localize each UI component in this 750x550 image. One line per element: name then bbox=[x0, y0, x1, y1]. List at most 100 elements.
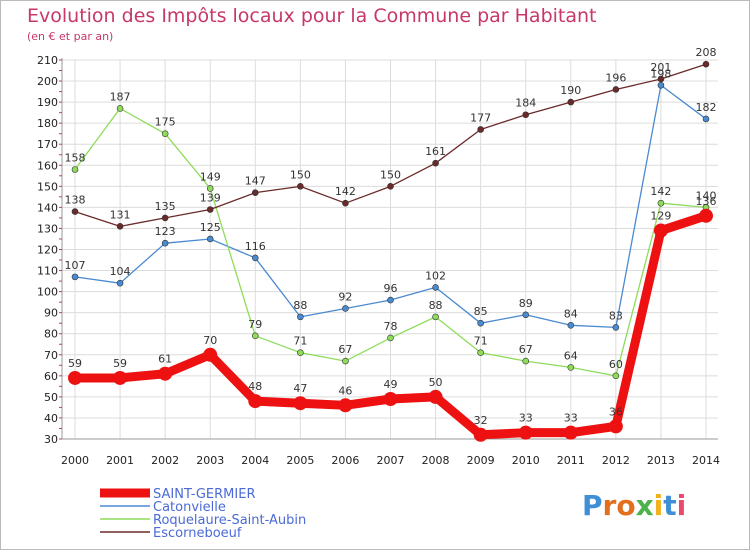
axes: 30 40 50 60 70 80 90 100 110 120 130 140 150 160 170 18… bbox=[37, 54, 720, 467]
chart-title: Evolution des Impôts locaux pour la Comm… bbox=[27, 5, 597, 27]
data-label-catonvielle-2000: 107 bbox=[65, 259, 86, 272]
data-label-escorneboeuf-2009: 177 bbox=[470, 111, 491, 124]
data-label-roquelaure-saint-aubin-2007: 78 bbox=[384, 320, 398, 333]
data-label-roquelaure-saint-aubin-2006: 67 bbox=[338, 343, 352, 356]
data-label-catonvielle-2014: 182 bbox=[696, 101, 717, 114]
data-point-saint-germier-2013 bbox=[653, 223, 668, 238]
data-point-escorneboeuf-2004 bbox=[251, 189, 259, 196]
data-label-saint-germier-2007: 49 bbox=[384, 378, 398, 391]
data-point-saint-germier-2000 bbox=[68, 370, 82, 385]
data-label-catonvielle-2009: 85 bbox=[474, 305, 488, 318]
series-lines bbox=[68, 60, 713, 442]
data-label-saint-germier-2014: 136 bbox=[696, 195, 717, 208]
x-tick-label-2003: 2003 bbox=[196, 454, 224, 467]
data-label-saint-germier-2008: 50 bbox=[429, 376, 443, 389]
y-tick-label-60: 60 bbox=[44, 370, 58, 383]
y-tick-label-150: 150 bbox=[37, 180, 58, 193]
data-label-escorneboeuf-2008: 161 bbox=[425, 145, 446, 158]
legend: SAINT-GERMIERCatonvielleRoquelaure-Saint… bbox=[100, 487, 306, 541]
y-tick-label-90: 90 bbox=[44, 307, 58, 320]
data-point-roquelaure-saint-aubin-2004 bbox=[251, 332, 259, 340]
data-point-catonvielle-2005 bbox=[297, 313, 304, 321]
logo-letter-4: i bbox=[654, 489, 664, 522]
data-point-catonvielle-2000 bbox=[71, 273, 79, 281]
legend-label-saint-germier: SAINT-GERMIER bbox=[153, 487, 255, 502]
y-tick-label-70: 70 bbox=[44, 349, 58, 362]
data-label-escorneboeuf-2014: 208 bbox=[696, 46, 717, 59]
x-tick-label-2013: 2013 bbox=[647, 454, 675, 467]
y-tick-label-210: 210 bbox=[37, 54, 58, 67]
data-labels: 59 59 61 70 48 47 46 49 50 32 33 33 36 129 136 107 104 12… bbox=[65, 46, 717, 427]
data-label-catonvielle-2004: 116 bbox=[245, 240, 266, 253]
data-point-saint-germier-2003 bbox=[203, 347, 218, 362]
x-tick-label-2002: 2002 bbox=[151, 454, 179, 467]
x-tick-label-2004: 2004 bbox=[241, 454, 269, 467]
logo-letter-0: P bbox=[582, 489, 603, 522]
y-tick-label-170: 170 bbox=[37, 138, 58, 151]
data-label-roquelaure-saint-aubin-2011: 64 bbox=[564, 349, 578, 362]
data-point-escorneboeuf-2010 bbox=[522, 111, 530, 119]
data-label-saint-germier-2003: 70 bbox=[203, 334, 217, 347]
data-label-saint-germier-2004: 48 bbox=[248, 380, 262, 393]
data-point-roquelaure-saint-aubin-2001 bbox=[116, 105, 124, 112]
data-label-saint-germier-2000: 59 bbox=[68, 357, 82, 370]
x-tick-label-2008: 2008 bbox=[422, 454, 450, 467]
data-label-escorneboeuf-2002: 135 bbox=[155, 200, 176, 213]
data-label-roquelaure-saint-aubin-2000: 158 bbox=[65, 151, 86, 164]
data-point-roquelaure-saint-aubin-2003 bbox=[206, 185, 214, 192]
data-point-escorneboeuf-2006 bbox=[342, 199, 349, 207]
data-label-catonvielle-2003: 125 bbox=[200, 221, 221, 234]
data-point-saint-germier-2010 bbox=[518, 425, 533, 440]
data-point-catonvielle-2014 bbox=[702, 115, 710, 123]
y-tick-label-40: 40 bbox=[44, 412, 58, 425]
y-tick-label-130: 130 bbox=[37, 222, 58, 235]
data-point-roquelaure-saint-aubin-2011 bbox=[567, 364, 575, 371]
y-tick-label-180: 180 bbox=[37, 117, 58, 130]
data-label-escorneboeuf-2004: 147 bbox=[245, 175, 266, 188]
data-point-saint-germier-2012 bbox=[608, 419, 623, 434]
data-point-catonvielle-2011 bbox=[567, 321, 575, 329]
data-label-escorneboeuf-2007: 150 bbox=[380, 168, 401, 181]
data-label-escorneboeuf-2003: 139 bbox=[200, 191, 221, 204]
data-point-escorneboeuf-2013 bbox=[657, 75, 665, 83]
data-label-catonvielle-2010: 89 bbox=[519, 297, 533, 310]
data-label-escorneboeuf-2006: 142 bbox=[335, 185, 356, 198]
data-label-saint-germier-2002: 61 bbox=[158, 353, 172, 366]
x-tick-label-2009: 2009 bbox=[467, 454, 495, 467]
data-point-roquelaure-saint-aubin-2009 bbox=[477, 349, 484, 356]
x-tick-label-2006: 2006 bbox=[331, 454, 359, 467]
data-label-roquelaure-saint-aubin-2008: 88 bbox=[429, 299, 443, 312]
y-tick-label-50: 50 bbox=[44, 391, 58, 404]
data-point-roquelaure-saint-aubin-2013 bbox=[657, 199, 665, 207]
data-point-escorneboeuf-2012 bbox=[612, 86, 620, 93]
data-point-escorneboeuf-2001 bbox=[116, 223, 124, 230]
data-point-roquelaure-saint-aubin-2000 bbox=[71, 166, 79, 173]
y-tick-label-80: 80 bbox=[44, 328, 58, 341]
data-label-escorneboeuf-2013: 201 bbox=[650, 61, 671, 74]
logo-text: Proxiti bbox=[582, 489, 686, 522]
logo-letter-6: i bbox=[677, 489, 687, 522]
y-tick-label-120: 120 bbox=[37, 244, 58, 257]
legend-label-escorneboeuf: Escorneboeuf bbox=[153, 526, 242, 541]
data-point-saint-germier-2014 bbox=[699, 208, 713, 223]
data-point-catonvielle-2010 bbox=[522, 311, 530, 319]
data-point-saint-germier-2005 bbox=[293, 396, 308, 411]
y-tick-label-200: 200 bbox=[37, 75, 58, 88]
data-point-saint-germier-2002 bbox=[158, 366, 173, 381]
data-point-catonvielle-2008 bbox=[432, 284, 439, 291]
y-tick-label-100: 100 bbox=[37, 286, 58, 299]
data-label-saint-germier-2012: 36 bbox=[609, 405, 623, 418]
data-point-escorneboeuf-2009 bbox=[477, 126, 484, 133]
data-point-saint-germier-2004 bbox=[248, 394, 263, 409]
data-label-saint-germier-2001: 59 bbox=[113, 357, 127, 370]
data-label-saint-germier-2011: 33 bbox=[564, 412, 578, 425]
data-label-saint-germier-2013: 129 bbox=[650, 210, 671, 223]
data-label-escorneboeuf-2000: 138 bbox=[65, 194, 86, 207]
data-label-catonvielle-2013: 198 bbox=[650, 67, 671, 80]
data-label-saint-germier-2005: 47 bbox=[293, 382, 307, 395]
data-label-escorneboeuf-2010: 184 bbox=[515, 97, 536, 110]
data-label-roquelaure-saint-aubin-2012: 60 bbox=[609, 358, 623, 371]
y-tick-label-160: 160 bbox=[37, 159, 58, 172]
y-tick-label-110: 110 bbox=[37, 265, 58, 278]
